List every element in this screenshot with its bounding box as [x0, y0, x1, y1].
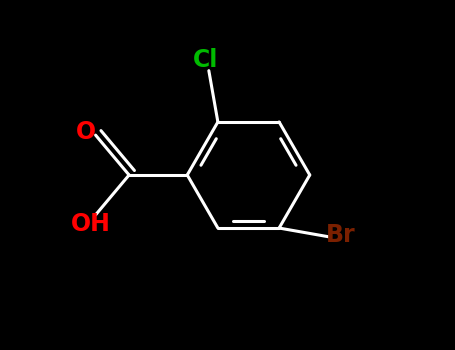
Text: O: O	[76, 120, 96, 144]
Text: Cl: Cl	[192, 48, 218, 72]
Text: Br: Br	[326, 223, 356, 247]
Text: OH: OH	[71, 212, 110, 236]
